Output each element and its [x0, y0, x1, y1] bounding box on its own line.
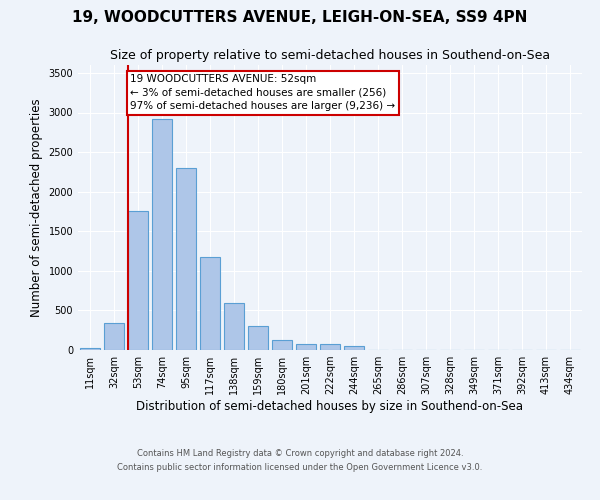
Bar — [128, 212, 148, 350]
Text: 19 WOODCUTTERS AVENUE: 52sqm
← 3% of semi-detached houses are smaller (256)
97% : 19 WOODCUTTERS AVENUE: 52sqm ← 3% of sem… — [130, 74, 395, 111]
Text: Contains HM Land Registry data © Crown copyright and database right 2024.: Contains HM Land Registry data © Crown c… — [137, 448, 463, 458]
Bar — [176, 168, 196, 350]
Bar — [104, 323, 124, 350]
Bar — [272, 340, 292, 350]
Bar — [80, 348, 100, 350]
Y-axis label: Number of semi-detached properties: Number of semi-detached properties — [30, 98, 43, 317]
Text: 19, WOODCUTTERS AVENUE, LEIGH-ON-SEA, SS9 4PN: 19, WOODCUTTERS AVENUE, LEIGH-ON-SEA, SS… — [73, 10, 527, 25]
Bar — [152, 119, 172, 350]
Bar — [224, 302, 244, 350]
Text: Contains public sector information licensed under the Open Government Licence v3: Contains public sector information licen… — [118, 464, 482, 472]
Bar — [200, 258, 220, 350]
Bar — [296, 344, 316, 350]
X-axis label: Distribution of semi-detached houses by size in Southend-on-Sea: Distribution of semi-detached houses by … — [137, 400, 523, 413]
Bar — [320, 344, 340, 350]
Bar — [248, 326, 268, 350]
Bar — [344, 346, 364, 350]
Title: Size of property relative to semi-detached houses in Southend-on-Sea: Size of property relative to semi-detach… — [110, 50, 550, 62]
